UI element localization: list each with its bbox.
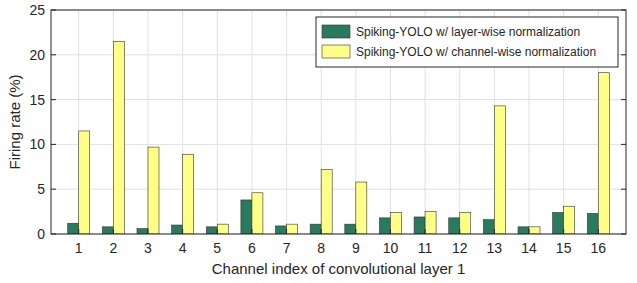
tick — [494, 229, 495, 234]
bar — [217, 224, 228, 234]
grid-line — [286, 10, 287, 234]
tick-label: 11 — [418, 240, 433, 256]
tick-label: 15 — [29, 92, 45, 108]
tick — [182, 229, 183, 234]
tick-label: 1 — [75, 240, 83, 256]
tick-label: 2 — [109, 240, 117, 256]
bar — [276, 226, 287, 234]
tick — [621, 144, 626, 145]
chart: 051015202512345678910111213141516Channel… — [0, 0, 637, 283]
legend-swatch — [322, 25, 350, 38]
legend: Spiking-YOLO w/ layer-wise normalization… — [316, 17, 618, 67]
bar — [148, 147, 159, 234]
tick — [321, 229, 322, 234]
tick-label: 12 — [452, 240, 468, 256]
tick-label: 15 — [556, 240, 572, 256]
grid-line — [51, 144, 626, 145]
bar — [587, 213, 598, 234]
bar — [564, 206, 575, 234]
bar — [183, 154, 194, 234]
bar — [425, 212, 436, 234]
tick-label: 10 — [383, 240, 399, 256]
axis-label: Channel index of convolutional layer 1 — [212, 260, 466, 277]
tick — [563, 229, 564, 234]
bar — [518, 227, 529, 234]
tick-label: 16 — [591, 240, 607, 256]
bar — [414, 217, 425, 234]
tick-label: 0 — [37, 226, 45, 242]
bar — [483, 220, 494, 234]
bar — [598, 73, 609, 234]
tick-label: 5 — [213, 240, 221, 256]
tick — [78, 229, 79, 234]
tick — [217, 229, 218, 234]
tick-label: 14 — [521, 240, 537, 256]
tick-label: 9 — [352, 240, 360, 256]
grid-line — [51, 99, 626, 100]
bar — [206, 227, 217, 234]
bar — [241, 200, 252, 234]
tick-label: 4 — [179, 240, 187, 256]
tick-label: 7 — [283, 240, 291, 256]
tick — [621, 10, 626, 11]
axis-label: Firing rate (%) — [6, 74, 23, 169]
tick-label: 25 — [29, 2, 45, 18]
bar — [79, 131, 90, 234]
bar — [137, 229, 148, 234]
legend-label: Spiking-YOLO w/ channel-wise normalizati… — [356, 45, 596, 59]
tick-label: 6 — [248, 240, 256, 256]
tick-label: 13 — [487, 240, 503, 256]
bar — [356, 182, 367, 234]
tick — [390, 229, 391, 234]
tick — [147, 229, 148, 234]
tick — [51, 10, 56, 11]
tick — [286, 229, 287, 234]
bar — [252, 193, 263, 234]
tick — [113, 229, 114, 234]
bar — [287, 224, 298, 234]
bar — [449, 218, 460, 234]
tick — [51, 189, 56, 190]
legend-box — [316, 17, 618, 67]
bar — [68, 223, 79, 234]
bar — [390, 212, 401, 234]
bar — [321, 169, 332, 234]
tick — [251, 229, 252, 234]
bar — [102, 227, 113, 234]
bar — [310, 224, 321, 234]
bar — [113, 41, 124, 234]
plot-area — [51, 10, 626, 234]
tick — [51, 144, 56, 145]
tick — [621, 234, 626, 235]
tick-label: 3 — [144, 240, 152, 256]
tick — [51, 234, 56, 235]
tick — [459, 229, 460, 234]
tick-label: 8 — [317, 240, 325, 256]
bar — [494, 106, 505, 234]
legend-swatch — [322, 45, 350, 58]
tick — [51, 54, 56, 55]
tick — [621, 99, 626, 100]
tick — [598, 229, 599, 234]
tick — [51, 99, 56, 100]
bar — [379, 218, 390, 234]
bar — [553, 212, 564, 234]
tick — [621, 189, 626, 190]
legend-label: Spiking-YOLO w/ layer-wise normalization — [356, 25, 580, 39]
bar — [529, 227, 540, 234]
grid-line — [51, 189, 626, 190]
bar — [172, 225, 183, 234]
bars — [68, 41, 610, 234]
bar — [460, 212, 471, 234]
tick-label: 20 — [29, 47, 45, 63]
grid-line — [217, 10, 218, 234]
tick — [621, 54, 626, 55]
tick — [355, 229, 356, 234]
tick-label: 10 — [29, 136, 45, 152]
axes-frame — [51, 10, 626, 234]
bar — [345, 224, 356, 234]
tick — [529, 229, 530, 234]
tick — [425, 229, 426, 234]
tick-label: 5 — [37, 181, 45, 197]
